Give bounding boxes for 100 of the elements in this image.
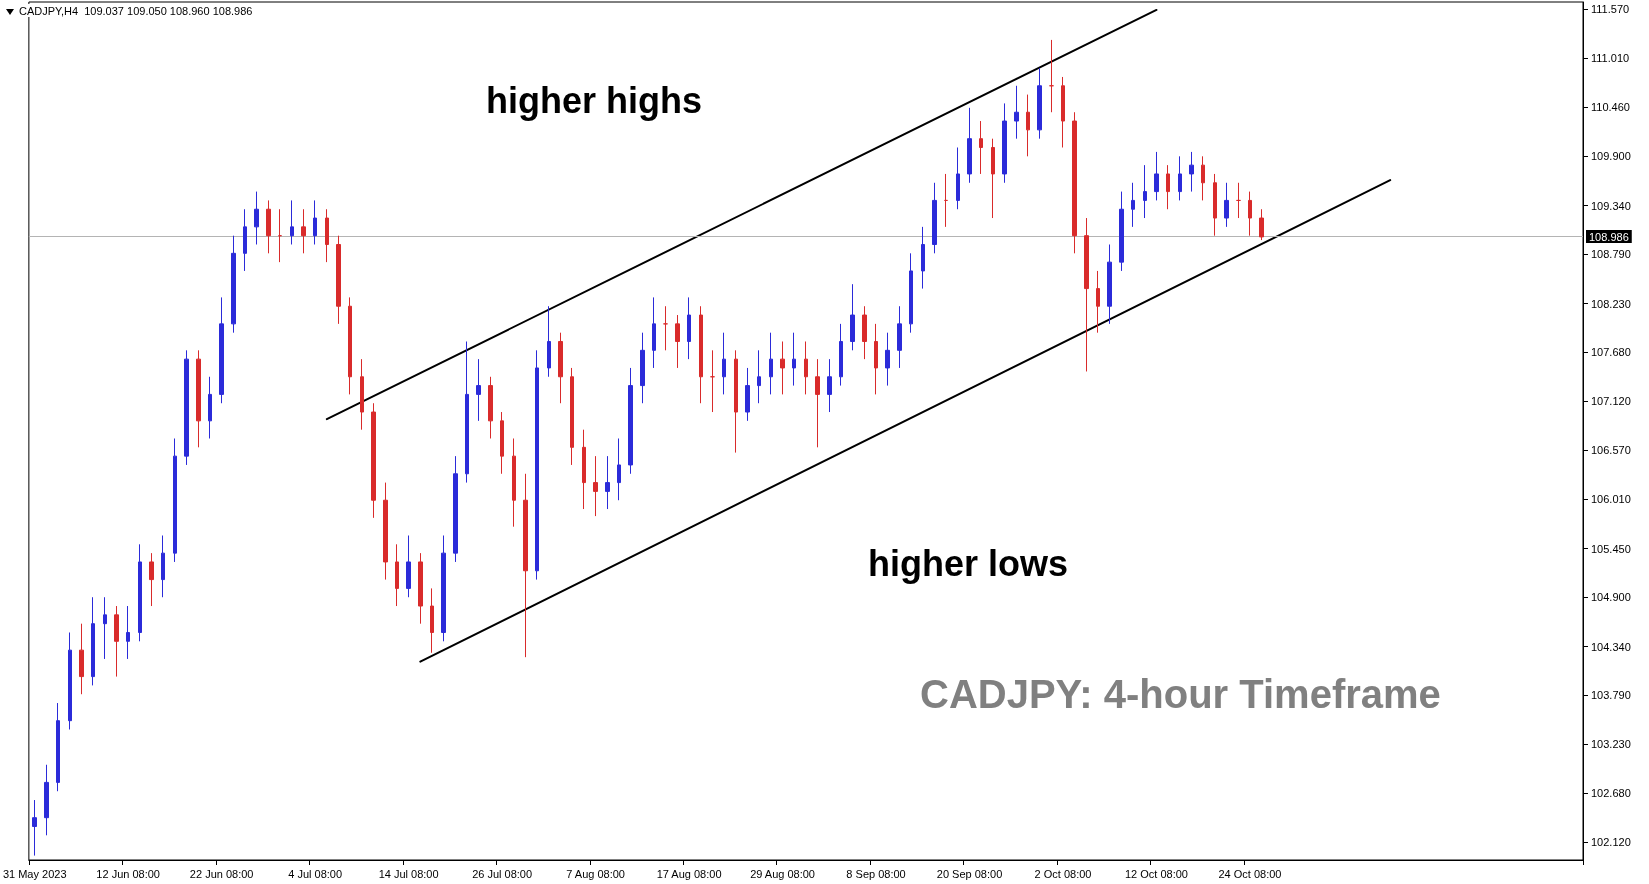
candlestick (897, 305, 902, 369)
annotation: higher lows (868, 542, 1069, 584)
candlestick (1189, 151, 1194, 193)
candlestick (184, 349, 189, 466)
candlestick (1107, 244, 1112, 325)
candlestick (757, 349, 761, 404)
candlestick (103, 596, 107, 660)
candlestick (1061, 76, 1065, 148)
candlestick (523, 473, 528, 658)
candlestick (792, 332, 796, 387)
candlestick (453, 455, 458, 563)
x-tick-label: 7 Aug 08:00 (566, 867, 625, 880)
candlestick (360, 358, 364, 431)
candlestick (1154, 151, 1159, 201)
candlestick (769, 332, 773, 395)
y-tick-label: 105.450 (1591, 542, 1631, 555)
candlestick (512, 438, 516, 528)
chart-title: CADJPY,H4 109.037 109.050 108.960 108.986 (19, 4, 253, 17)
candlestick (1259, 208, 1264, 241)
x-tick-label: 4 Jul 08:00 (288, 867, 343, 880)
candlestick (1178, 155, 1182, 201)
candlestick (1096, 270, 1100, 334)
candlestick (395, 543, 399, 607)
y-tick-label: 106.010 (1591, 493, 1631, 506)
candlestick (687, 296, 691, 360)
candlestick (1236, 182, 1241, 219)
y-tick-label: 109.340 (1591, 199, 1631, 212)
candlestick (1084, 217, 1089, 372)
candlestick (570, 367, 574, 466)
candlestick (593, 455, 598, 517)
candlestick (979, 120, 983, 175)
candlestick (266, 199, 271, 254)
candlestick (371, 402, 376, 519)
candlestick (1014, 85, 1019, 140)
candlestick (547, 305, 551, 378)
candlestick (173, 438, 177, 563)
candlestick (196, 349, 201, 448)
candlestick (780, 341, 785, 395)
annotation: higher highs (486, 79, 702, 121)
candlestick (909, 252, 913, 334)
candlestick (1143, 164, 1147, 219)
candlestick (675, 314, 680, 369)
candlestick (582, 429, 586, 510)
candlestick (430, 587, 434, 654)
candlestick (138, 543, 142, 642)
candlestick (406, 534, 411, 598)
candlestick (699, 305, 703, 404)
candlestick (336, 235, 341, 325)
candlestick (1037, 67, 1042, 140)
candlestick (956, 147, 960, 210)
candlestick (465, 341, 469, 484)
x-tick-label: 17 Aug 08:00 (656, 867, 722, 880)
candlestick (628, 367, 633, 475)
x-tick-label: 26 Jul 08:00 (472, 867, 533, 880)
candlestick (640, 332, 645, 404)
candlestick (231, 235, 236, 334)
candlestick (91, 596, 95, 686)
y-tick-label: 103.790 (1591, 689, 1631, 702)
candlestick (1026, 94, 1030, 157)
candlestick (161, 534, 165, 598)
candlestick (885, 332, 890, 387)
x-tick-label: 14 Jul 08:00 (378, 867, 439, 880)
candlestick (1248, 191, 1252, 237)
x-tick-label: 8 Sep 08:00 (846, 867, 906, 880)
candlestick (874, 323, 878, 395)
candlestick (535, 349, 539, 581)
candlestick (56, 702, 60, 792)
candlestick (1002, 102, 1007, 184)
candlestick (325, 208, 329, 263)
candlestick (967, 107, 972, 184)
candlestick (804, 341, 808, 395)
candlestick (663, 305, 668, 351)
x-tick-label: 29 Aug 08:00 (750, 867, 815, 880)
annotation: CADJPY: 4-hour Timeframe (920, 672, 1441, 716)
y-tick-label: 108.230 (1591, 297, 1631, 310)
y-tick-label: 104.900 (1591, 591, 1631, 604)
candlestick (149, 552, 154, 607)
candlestick (243, 208, 247, 272)
candlestick (219, 296, 224, 404)
candlestick (921, 226, 925, 290)
candlestick (1131, 182, 1135, 228)
candlestick (500, 411, 504, 475)
candlestick (839, 323, 843, 387)
candlestick (68, 631, 72, 730)
candlestick (1049, 39, 1054, 113)
y-tick-label: 104.340 (1591, 640, 1631, 653)
candlestick (301, 208, 306, 254)
candlestick (278, 208, 282, 263)
candlestick (1213, 173, 1217, 237)
candlestick (850, 283, 855, 351)
candlestick (32, 799, 37, 857)
candlestick (1119, 191, 1124, 272)
candlestick (254, 191, 259, 245)
y-tick-label: 103.230 (1591, 738, 1631, 751)
y-tick-label: 110.460 (1591, 100, 1630, 113)
y-tick-label: 107.120 (1591, 395, 1631, 408)
candlestick (441, 534, 446, 642)
y-tick-label: 111.010 (1591, 52, 1630, 65)
x-tick-label: 12 Jun 08:00 (96, 867, 160, 880)
y-tick-label: 107.680 (1591, 346, 1631, 359)
